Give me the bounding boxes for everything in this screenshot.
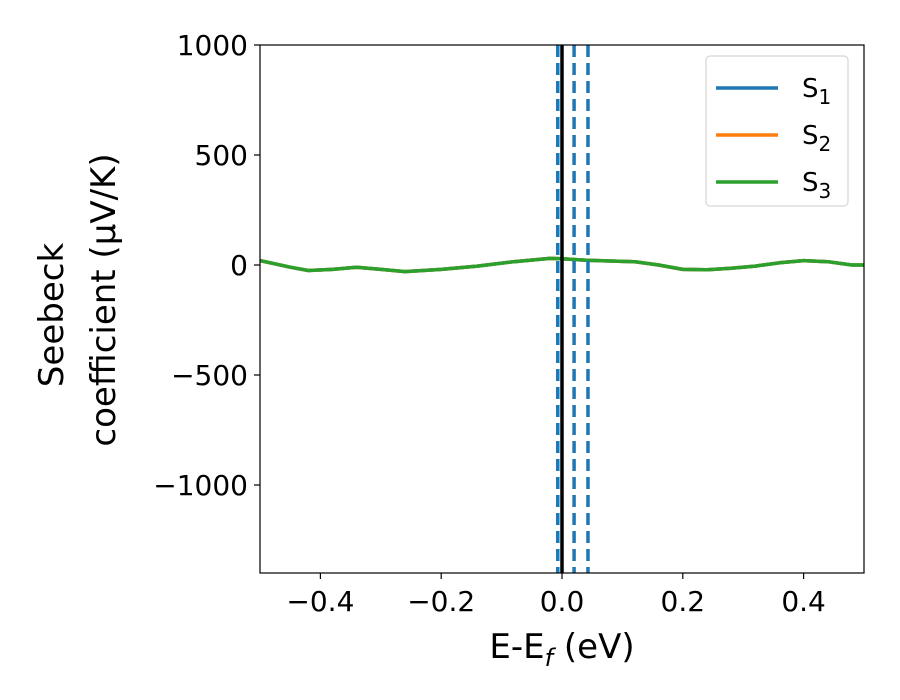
y-tick-label: −1000 — [153, 469, 248, 502]
x-tick-label: 0.2 — [661, 585, 706, 618]
x-axis: −0.4 −0.2 0.0 0.2 0.4 — [286, 573, 826, 618]
x-axis-title-unit: (eV) — [553, 627, 635, 667]
legend: S1 S2 S3 — [705, 55, 849, 207]
x-axis-title-main: E-E — [489, 627, 544, 667]
y-tick-label: −500 — [171, 359, 248, 392]
legend-label-3: S3 — [802, 168, 831, 203]
y-axis: 1000 500 0 −500 −1000 — [153, 29, 260, 502]
x-tick-label: 0.4 — [781, 585, 826, 618]
y-tick-label: 500 — [195, 139, 248, 172]
y-tick-label: 1000 — [177, 29, 248, 62]
legend-box — [705, 55, 849, 207]
x-tick-label: −0.4 — [286, 585, 354, 618]
legend-label-1: S1 — [802, 74, 831, 109]
y-axis-title-line2: coefficient (μV/K) — [84, 153, 124, 446]
y-axis-title-line1: Seebeck — [32, 243, 72, 388]
legend-label-2: S2 — [802, 121, 831, 156]
plot-area — [260, 45, 864, 573]
x-tick-label: −0.2 — [407, 585, 475, 618]
x-axis-title: E-Ef (eV) — [489, 627, 634, 672]
y-tick-label: 0 — [230, 249, 248, 282]
x-tick-label: 0.0 — [540, 585, 585, 618]
series-line-3 — [260, 256, 864, 274]
